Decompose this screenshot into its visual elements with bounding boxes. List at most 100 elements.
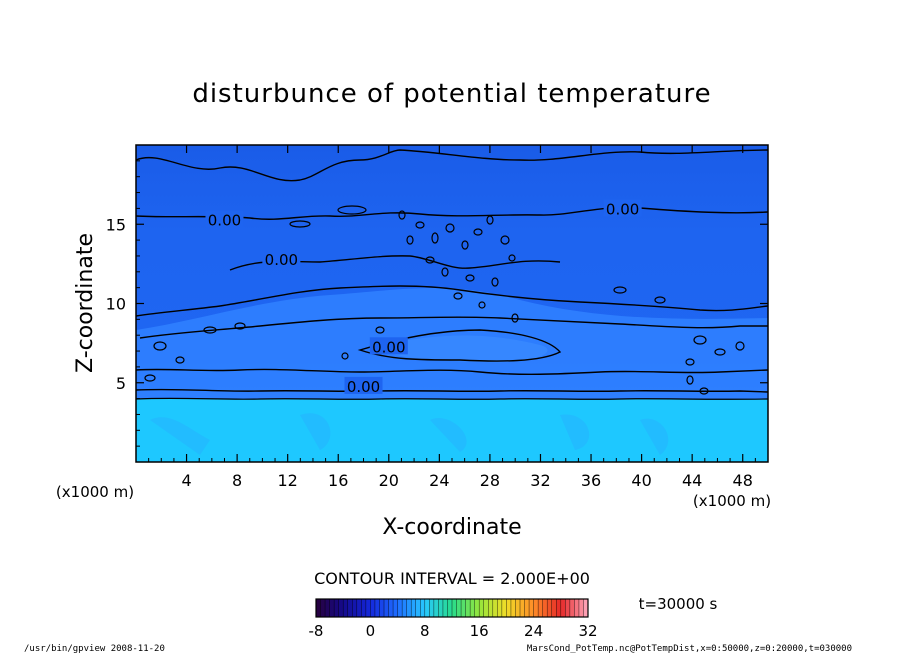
field-mid-band-2	[380, 335, 548, 363]
colorbar-cell	[520, 599, 525, 617]
contour-lines	[136, 149, 768, 400]
colorbar-cell	[533, 599, 539, 617]
colorbar-cell	[501, 599, 507, 617]
colorbar-cell	[497, 599, 503, 617]
time-label: t=30000 s	[639, 595, 718, 613]
x-tick-label: 8	[232, 471, 242, 490]
colorbar-cell	[583, 599, 589, 617]
colorbar-cell	[456, 599, 462, 617]
y-tick-label: 10	[106, 295, 126, 314]
x-tick-label: 32	[530, 471, 550, 490]
field-lower-shading	[150, 413, 669, 455]
colorbar-cell	[551, 599, 557, 617]
colorbar-tick-label: 16	[470, 622, 489, 640]
colorbar-cell	[343, 599, 349, 617]
colorbar-frame	[315, 598, 589, 618]
colorbar-cell	[338, 599, 344, 617]
colorbar-cell	[529, 599, 534, 617]
colorbar-cell	[479, 599, 485, 617]
colorbar-cell	[420, 599, 426, 617]
colorbar-cell	[352, 599, 358, 617]
colorbar-cell	[415, 599, 421, 617]
x-tick-label: 4	[181, 471, 191, 490]
colorbar-cell	[524, 599, 530, 617]
contour-label: 0.00	[606, 200, 639, 218]
colorbar-cell	[438, 599, 444, 617]
x-tick-label: 24	[429, 471, 449, 490]
colorbar-cell	[465, 599, 471, 617]
colorbar-cell	[470, 599, 476, 617]
colorbar-cell	[442, 599, 448, 617]
colorbar-cell	[492, 599, 498, 617]
y-axis: 5 10 15	[106, 160, 768, 447]
contour-mid-4	[357, 329, 562, 362]
colorbar-ticks: -8 0 8 16 24 32	[309, 622, 598, 640]
contour-mid-2	[136, 285, 768, 317]
colorbar-cell	[329, 599, 335, 617]
colorbar-cell	[316, 599, 321, 617]
colorbar-tick-label: 8	[420, 622, 430, 640]
colorbar-cell	[483, 599, 489, 617]
contour-label: 0.00	[347, 378, 380, 396]
contour-interval-label: CONTOUR INTERVAL = 2.000E+00	[314, 569, 590, 588]
colorbar-cell	[515, 599, 521, 617]
contour-label: 0.00	[372, 338, 405, 356]
colorbar-cell	[334, 599, 340, 617]
contour-label-bg	[603, 199, 642, 217]
contour-label: 0.00	[208, 211, 241, 229]
x-tick-label: 28	[480, 471, 500, 490]
contour-cells	[144, 205, 745, 395]
contour-label-bg	[205, 210, 244, 228]
y-axis-label: Z-coordinate	[73, 233, 98, 373]
contour-top	[136, 149, 768, 182]
colorbar-cell	[488, 599, 494, 617]
colorbar-cell	[374, 599, 380, 617]
x-axis-label: X-coordinate	[382, 515, 521, 540]
colorbar-cell	[388, 599, 394, 617]
colorbar-cell	[447, 599, 453, 617]
colorbar-cell	[406, 599, 412, 617]
x-tick-label: 20	[379, 471, 399, 490]
colorbar-cell	[393, 599, 398, 617]
colorbar-cell	[565, 599, 571, 617]
colorbar-cell	[461, 599, 466, 617]
y-tick-label: 15	[106, 215, 126, 234]
colorbar-cell	[560, 599, 566, 617]
contour-lower	[136, 368, 768, 375]
colorbar-cell	[433, 599, 439, 617]
colorbar-cell	[361, 599, 367, 617]
x-axis-unit-left: (x1000 m)	[56, 483, 134, 501]
contour-label: 0.00	[265, 251, 298, 269]
contour-interface	[136, 397, 768, 400]
footer-left: /usr/bin/gpview 2008-11-20	[24, 644, 165, 654]
contour-mid-3	[139, 316, 768, 339]
colorbar-cell	[547, 599, 553, 617]
contour-label-bg	[262, 250, 301, 268]
footer-right: MarsCond_PotTemp.nc@PotTempDist,x=0:5000…	[527, 644, 852, 654]
contour-upper	[136, 206, 768, 220]
colorbar-cell	[452, 599, 457, 617]
y-tick-label: 5	[116, 374, 126, 393]
colorbar-tick-label: -8	[309, 622, 324, 640]
colorbar-cell	[370, 599, 376, 617]
x-tick-label: 36	[581, 471, 601, 490]
colorbar-cell	[402, 599, 408, 617]
colorbar-cell	[365, 599, 371, 617]
colorbar-cell	[411, 599, 417, 617]
colorbar-tick-label: 0	[366, 622, 376, 640]
colorbar-cell	[474, 599, 480, 617]
contour-label-bg	[369, 337, 408, 355]
colorbar-cell	[379, 599, 385, 617]
colorbar-cell	[538, 599, 544, 617]
contour-label-bg	[344, 376, 383, 394]
contour-base	[136, 388, 768, 393]
colorbar-tick-label: 32	[578, 622, 597, 640]
x-tick-label: 40	[631, 471, 651, 490]
x-tick-label: 44	[682, 471, 702, 490]
chart-title: disturbunce of potential temperature	[192, 79, 711, 109]
x-axis: 4 8 12 16 20 24 28 32 36 40 44 48	[148, 145, 756, 490]
colorbar-cell	[429, 599, 435, 617]
colorbar-cell	[356, 599, 362, 617]
colorbar-cell	[574, 599, 580, 617]
